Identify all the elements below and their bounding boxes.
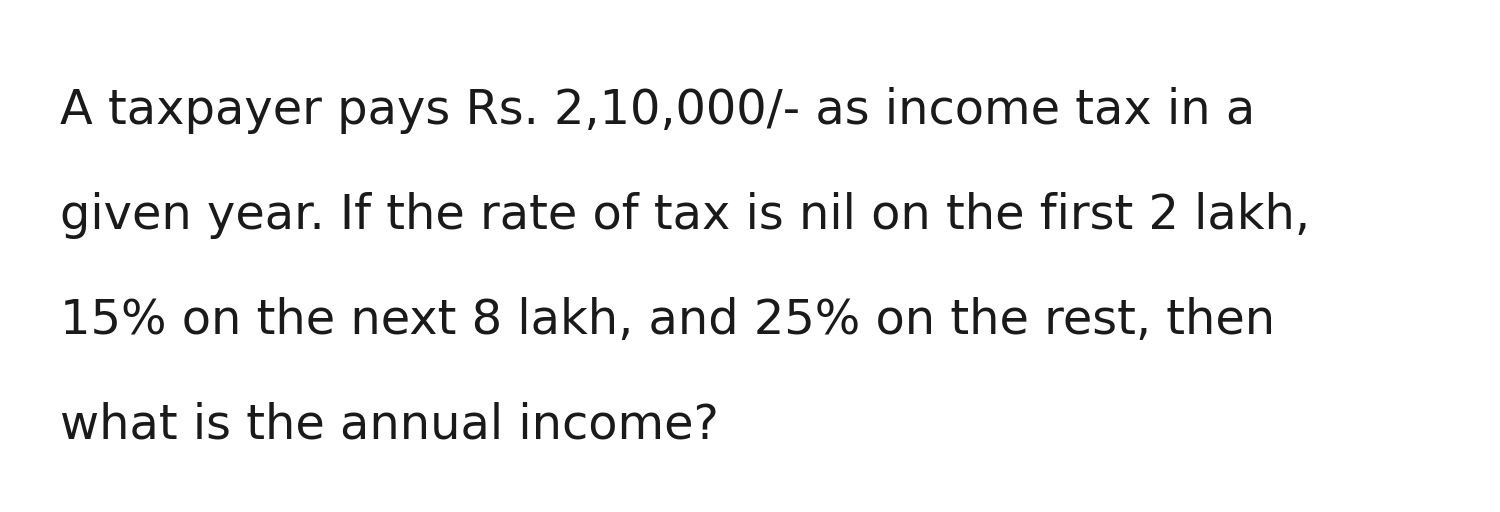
Text: 15% on the next 8 lakh, and 25% on the rest, then: 15% on the next 8 lakh, and 25% on the r…: [60, 297, 1275, 344]
Text: given year. If the rate of tax is nil on the first 2 lakh,: given year. If the rate of tax is nil on…: [60, 192, 1310, 239]
Text: A taxpayer pays Rs. 2,10,000/- as income tax in a: A taxpayer pays Rs. 2,10,000/- as income…: [60, 87, 1256, 134]
Text: what is the annual income?: what is the annual income?: [60, 402, 718, 449]
